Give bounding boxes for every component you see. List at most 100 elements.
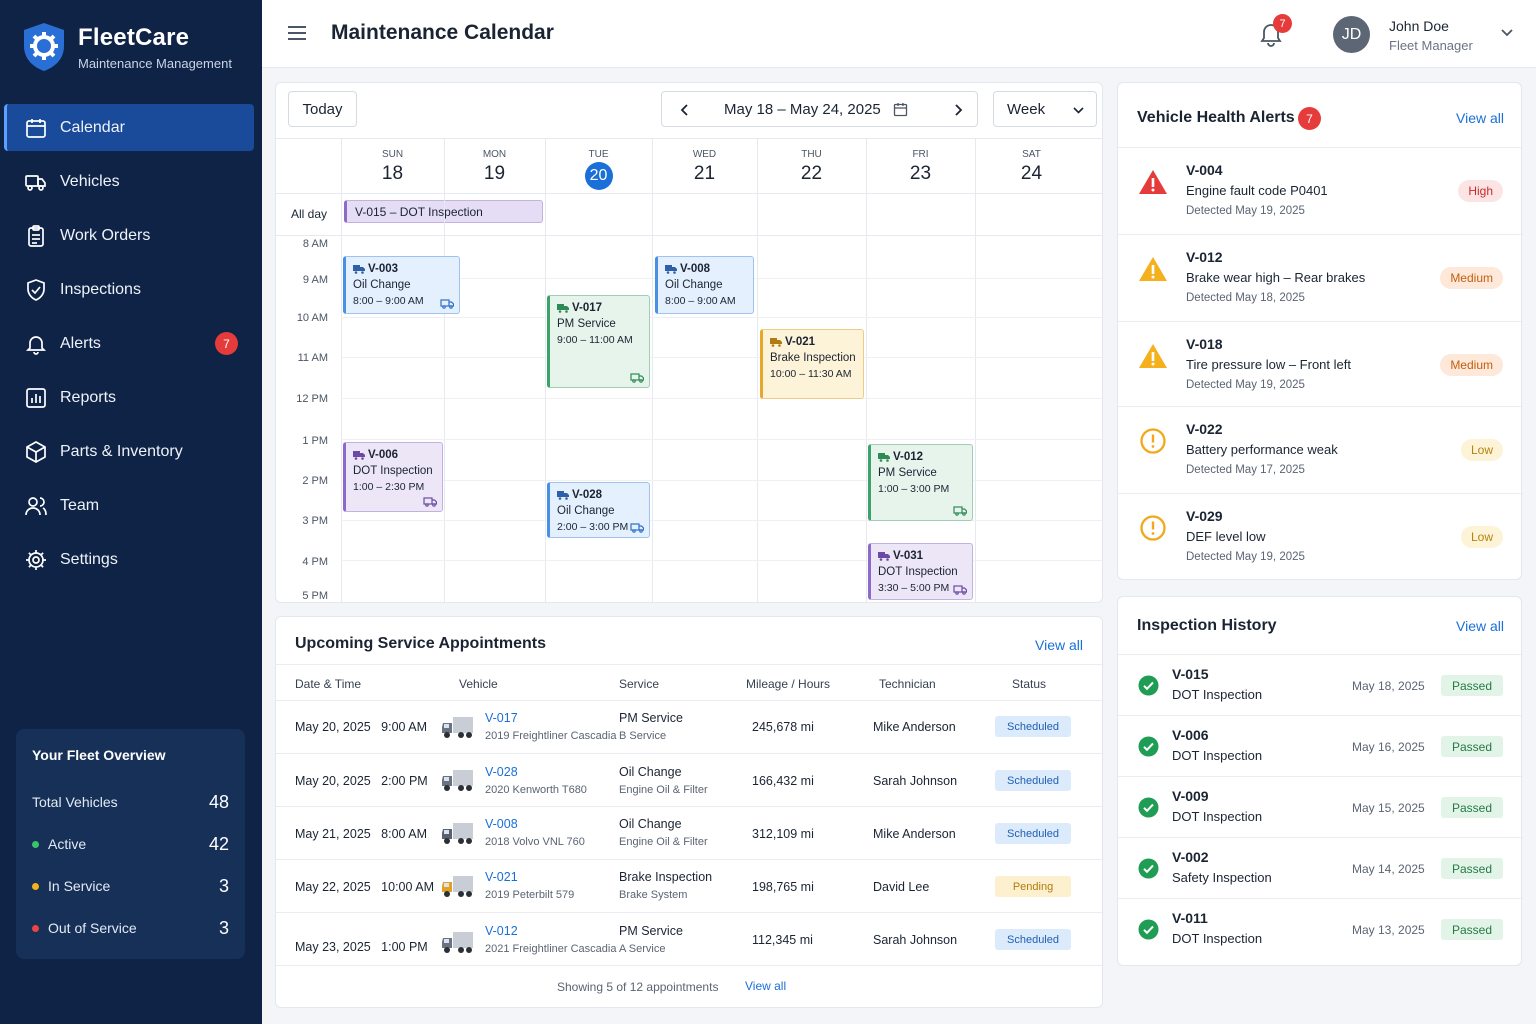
vehicle-id-link[interactable]: V-028 — [485, 765, 518, 779]
alert-description: DEF level low — [1186, 529, 1266, 544]
day-name: TUE — [588, 149, 609, 160]
inspections-view-all-link[interactable]: View all — [1456, 618, 1504, 634]
grid-line — [341, 357, 1102, 358]
column-header[interactable]: Mileage / Hours — [746, 677, 831, 691]
truck-outline-icon — [440, 299, 454, 309]
table-row[interactable]: May 20, 2025 9:00 AM V-017 2019 Freightl… — [276, 700, 1104, 753]
calendar-event[interactable]: V-003 Oil Change 8:00 – 9:00 AM — [343, 256, 460, 314]
fleet-out-of-service-row: Out of Service 3 — [32, 907, 229, 949]
all-day-row: All day V-015 – DOT Inspection — [276, 194, 1102, 236]
calendar-icon — [26, 118, 46, 138]
alerts-count-badge: 7 — [1298, 107, 1321, 130]
truck-icon — [557, 304, 569, 313]
day-header-sat[interactable]: SAT 24 — [975, 139, 1088, 195]
time-label: 11 AM — [297, 352, 328, 364]
sidebar-item-team[interactable]: Team — [4, 482, 254, 529]
chevron-down-icon[interactable] — [1500, 28, 1514, 38]
severity-badge: Low — [1460, 439, 1503, 461]
truck-outline-icon — [630, 373, 644, 383]
inspection-item[interactable]: V-006 DOT Inspection May 16, 2025 Passed — [1118, 715, 1523, 776]
inspection-date: May 13, 2025 — [1352, 923, 1425, 937]
sidebar-item-settings[interactable]: Settings — [4, 536, 254, 583]
sidebar-item-alerts[interactable]: Alerts 7 — [4, 320, 254, 367]
fleet-out-of-service-label: Out of Service — [48, 920, 137, 936]
check-circle-icon — [1138, 797, 1159, 818]
calendar-event[interactable]: V-028 Oil Change 2:00 – 3:00 PM — [547, 482, 650, 538]
calendar-event[interactable]: V-031 DOT Inspection 3:30 – 5:00 PM — [868, 543, 973, 600]
alerts-view-all-link[interactable]: View all — [1456, 110, 1504, 126]
column-header[interactable]: Vehicle — [459, 677, 498, 691]
day-header-fri[interactable]: FRI 23 — [866, 139, 975, 195]
sidebar-item-label: Calendar — [60, 118, 125, 136]
inspection-item[interactable]: V-011 DOT Inspection May 13, 2025 Passed — [1118, 898, 1523, 959]
chevron-right-icon[interactable] — [954, 104, 963, 116]
service-detail: Brake System — [619, 889, 688, 901]
inspection-item[interactable]: V-002 Safety Inspection May 14, 2025 Pas… — [1118, 837, 1523, 898]
sidebar-item-work-orders[interactable]: Work Orders — [4, 212, 254, 259]
vehicle-id-link[interactable]: V-017 — [485, 711, 518, 725]
exclamation-circle-icon — [1140, 428, 1166, 454]
column-header[interactable]: Date & Time — [295, 677, 362, 691]
day-header-wed[interactable]: WED 21 — [652, 139, 757, 195]
day-header-thu[interactable]: THU 22 — [757, 139, 866, 195]
avatar[interactable]: JD — [1333, 16, 1370, 53]
calendar-event[interactable]: V-006 DOT Inspection 1:00 – 2:30 PM — [343, 442, 443, 512]
alert-description: Brake wear high – Rear brakes — [1186, 270, 1366, 285]
active-status-dot — [32, 840, 39, 848]
passed-badge: Passed — [1441, 919, 1503, 940]
vehicle-id-link[interactable]: V-021 — [485, 870, 518, 884]
sidebar-item-reports[interactable]: Reports — [4, 374, 254, 421]
calendar-icon[interactable] — [893, 102, 908, 117]
table-row[interactable]: May 21, 2025 8:00 AM V-008 2018 Volvo VN… — [276, 806, 1104, 859]
alert-item[interactable]: V-004 Engine fault code P0401 Detected M… — [1118, 147, 1523, 234]
day-header-mon[interactable]: MON 19 — [444, 139, 545, 195]
inspection-item[interactable]: V-009 DOT Inspection May 15, 2025 Passed — [1118, 776, 1523, 837]
alert-item[interactable]: V-012 Brake wear high – Rear brakes Dete… — [1118, 234, 1523, 321]
grid-line — [652, 138, 653, 602]
inspection-item[interactable]: V-015 DOT Inspection May 18, 2025 Passed — [1118, 654, 1523, 715]
semi-truck-icon — [442, 823, 473, 844]
date-range-label[interactable]: May 18 – May 24, 2025 — [724, 101, 881, 118]
today-button[interactable]: Today — [288, 91, 357, 127]
appointments-view-all-link[interactable]: View all — [1035, 637, 1083, 653]
inspection-type: DOT Inspection — [1172, 931, 1263, 946]
sidebar-item-inspections[interactable]: Inspections — [4, 266, 254, 313]
table-row[interactable]: May 22, 2025 10:00 AM V-021 2019 Peterbi… — [276, 859, 1104, 912]
calendar-event[interactable]: V-012 PM Service 1:00 – 3:00 PM — [868, 444, 973, 521]
severity-badge: Medium — [1440, 354, 1503, 376]
calendar-event[interactable]: V-021 Brake Inspection 10:00 – 11:30 AM — [760, 329, 864, 399]
vehicle-id-link[interactable]: V-012 — [485, 924, 518, 938]
alert-item[interactable]: V-022 Battery performance weak Detected … — [1118, 406, 1523, 493]
warning-triangle-icon — [1139, 344, 1167, 368]
column-header[interactable]: Technician — [879, 677, 936, 691]
view-select[interactable]: Week — [993, 91, 1097, 127]
calendar-event[interactable]: V-008 Oil Change 8:00 – 9:00 AM — [655, 256, 754, 314]
column-header[interactable]: Service — [619, 677, 660, 691]
technician: Sarah Johnson — [873, 933, 958, 947]
alert-item[interactable]: V-018 Tire pressure low – Front left Det… — [1118, 321, 1523, 408]
sidebar-item-vehicles[interactable]: Vehicles — [4, 158, 254, 205]
hamburger-menu-icon[interactable] — [286, 24, 308, 42]
all-day-event[interactable]: V-015 – DOT Inspection — [344, 200, 543, 223]
semi-truck-icon — [442, 770, 473, 791]
chevron-left-icon[interactable] — [680, 104, 689, 116]
alert-description: Battery performance weak — [1186, 442, 1338, 457]
column-header[interactable]: Status — [1012, 677, 1047, 691]
sidebar-item-calendar[interactable]: Calendar — [4, 104, 254, 151]
time-label: 4 PM — [302, 556, 328, 568]
inspection-date: May 18, 2025 — [1352, 679, 1425, 693]
service-name: Oil Change — [619, 765, 682, 779]
calendar-event[interactable]: V-017 PM Service 9:00 – 11:00 AM — [547, 295, 650, 388]
day-header-tue[interactable]: TUE 20 — [545, 139, 652, 195]
fleet-total-value: 48 — [208, 791, 229, 812]
day-header-sun[interactable]: SUN 18 — [341, 139, 444, 195]
alert-item[interactable]: V-029 DEF level low Detected May 19, 202… — [1118, 493, 1523, 580]
vehicle-id-link[interactable]: V-008 — [485, 817, 518, 831]
day-name: THU — [801, 149, 822, 160]
table-row[interactable]: May 20, 2025 2:00 PM V-028 2020 Kenworth… — [276, 753, 1104, 806]
table-row[interactable]: May 23, 2025 1:00 PM V-012 2021 Freightl… — [276, 912, 1104, 965]
grid-line — [341, 560, 1102, 561]
appointments-footer-view-all-link[interactable]: View all — [745, 979, 787, 993]
page-title: Maintenance Calendar — [331, 21, 554, 44]
sidebar-item-parts-inventory[interactable]: Parts & Inventory — [4, 428, 254, 475]
